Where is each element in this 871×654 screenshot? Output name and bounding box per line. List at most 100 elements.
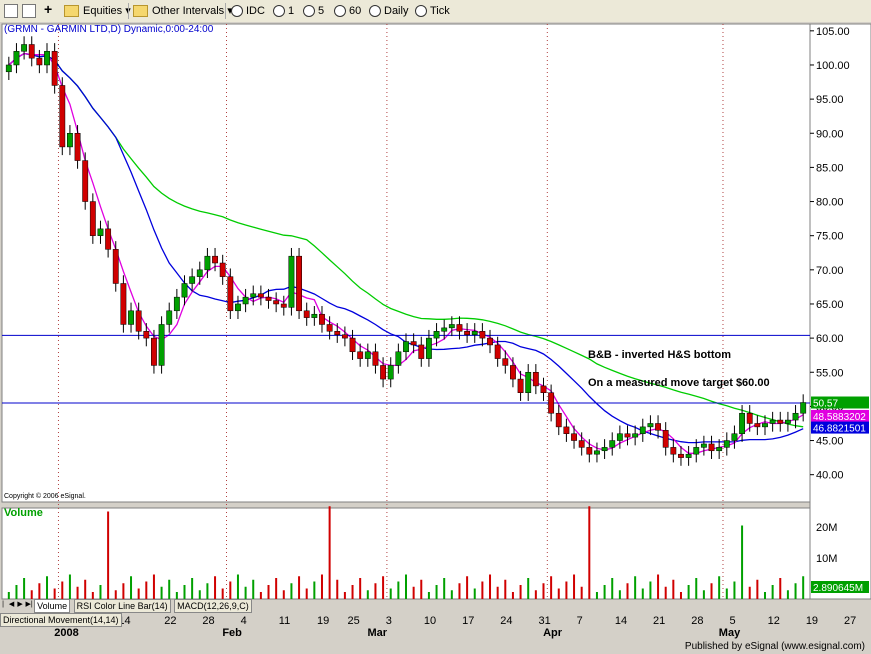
ma-mid-label: 46.8821501 [813,424,866,435]
volume-bar [137,588,140,599]
candle-body [586,447,593,455]
price-panel [1,23,811,503]
volume-bar [68,574,71,599]
volume-bar [427,592,430,599]
candle-body [89,201,96,236]
toolbar-interval-60[interactable]: 60 [334,3,361,19]
volume-bar [657,574,660,599]
candle-body [517,378,524,393]
next-icon[interactable]: ▶ [17,601,23,608]
settings-icon[interactable] [22,3,39,19]
candle-body [716,447,723,452]
add-icon[interactable]: + [44,1,53,17]
y-tick-label: 85.00 [816,162,844,174]
volume-bar [565,581,568,599]
toolbar-interval-1[interactable]: 1 [273,3,294,19]
volume-bar [46,576,49,599]
tab-dmi[interactable]: Directional Movement(14,14) [0,613,122,627]
volume-bar [397,581,400,599]
volume-bar [275,578,278,599]
tab-rsi[interactable]: RSI Color Line Bar(14) [73,599,171,613]
last-icon[interactable]: ▶| [25,601,33,608]
annotation-pattern: B&B - inverted H&S bottom [588,349,731,361]
volume-bar [473,588,476,599]
candle-body [601,447,608,452]
volume-bar [183,585,186,599]
candle-body [685,453,692,458]
grid-icon[interactable] [4,3,21,19]
candle-body [44,51,50,66]
toolbar-tick[interactable]: Tick [415,3,450,19]
volume-bar [298,576,301,599]
first-icon[interactable]: |◀ [0,601,5,620]
candle-body [510,365,516,380]
candle-body [250,293,257,298]
candle-body [349,337,356,353]
ma-mid-label-box [811,421,869,434]
volume-bar [30,590,33,599]
candle-body [746,412,753,424]
y-tick-label: 100.00 [816,60,850,72]
volume-bar [695,578,698,599]
volume-bar [91,592,94,599]
candle-body [158,324,165,366]
y-tick-label: 80.00 [816,197,844,209]
price-axis [809,23,871,600]
volume-bar [763,592,766,599]
volume-bar [718,576,721,599]
volume-bar [107,511,110,599]
candle-body [464,331,471,335]
price-chart[interactable]: 40.0045.0050.0055.0060.0065.0070.0075.00… [0,22,871,640]
volume-bar [557,588,560,599]
candle-body [639,426,646,434]
indicator-tabs: |◀ ◀ ▶ ▶| Volume RSI Color Line Bar(14) … [0,599,360,627]
volume-bar [244,586,247,599]
candle-body [357,351,364,359]
toolbar-daily[interactable]: Daily [369,3,408,19]
volume-bar [534,590,537,599]
toolbar-idc[interactable]: IDC [231,3,265,19]
candle-body [280,303,287,308]
candle-body [334,331,341,335]
x-tick-label: 24 [500,615,512,627]
prev-icon[interactable]: ◀ [8,601,15,608]
y-tick-label: 95.00 [816,94,844,106]
candle-body [105,228,112,250]
candle-body [624,433,631,438]
status-bar: Published by eSignal (www.esignal.com) [0,640,871,654]
volume-bar [786,590,789,599]
toolbar-other-intervals[interactable]: Other Intervals ▾ [133,3,233,19]
toolbar-equities[interactable]: Equities ▾ [64,3,131,19]
volume-bar [641,588,644,599]
candle-body [235,303,241,312]
volume-bar [76,586,79,599]
candle-body [372,351,379,366]
volume-bar [741,525,744,599]
tab-volume[interactable]: Volume [34,599,71,613]
volume-bar [748,586,751,599]
clock-icon [231,5,243,18]
toolbar: + Equities ▾ Other Intervals ▾ IDC 1 5 6… [0,0,871,23]
month-label: 2008 [54,627,78,639]
volume-bar [450,590,453,599]
volume-bar [351,585,354,599]
candle-body [693,447,700,455]
volume-tick-label: 20M [816,522,837,534]
ma-slow-line [8,52,804,428]
y-tick-label: 105.00 [816,26,850,38]
x-tick-label: 31 [538,615,550,627]
volume-bar [53,588,56,599]
volume-bar [443,578,446,599]
volume-bar [23,578,26,599]
candle-body [632,433,639,438]
volume-bar [99,585,102,599]
dropdown-icon: ▾ [125,5,131,17]
volume-bar [343,592,346,599]
tab-macd[interactable]: MACD(12,26,9,C) [174,599,252,613]
candle-body [418,344,425,359]
annotation-target: On a measured move target $60.00 [588,377,770,389]
toolbar-interval-5[interactable]: 5 [303,3,324,19]
volume-bar [382,576,385,599]
volume-bar [725,588,728,599]
volume-bar [145,581,148,599]
